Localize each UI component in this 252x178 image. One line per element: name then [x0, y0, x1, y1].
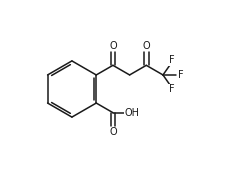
- Text: O: O: [142, 41, 149, 51]
- Text: O: O: [109, 127, 116, 137]
- Text: OH: OH: [124, 108, 139, 118]
- Text: F: F: [177, 70, 182, 80]
- Text: F: F: [168, 85, 174, 95]
- Text: O: O: [109, 41, 116, 51]
- Text: F: F: [168, 55, 174, 66]
